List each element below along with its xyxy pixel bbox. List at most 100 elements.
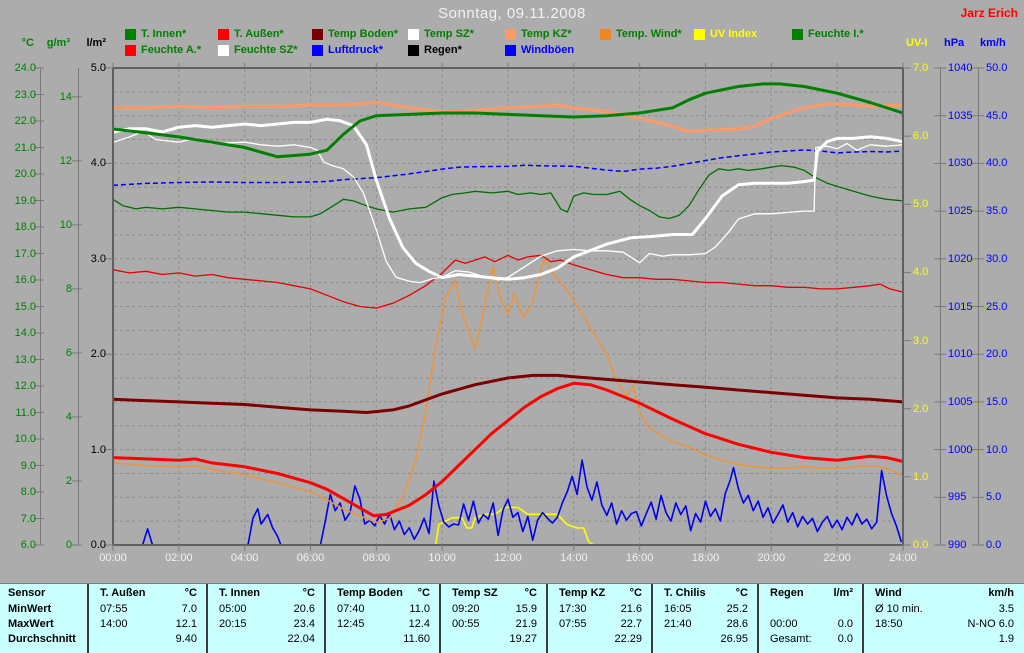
table-min-value: 25.2 [726,603,748,615]
tick-label-g: 14 [59,90,72,103]
table-col-unit: °C [184,587,197,599]
tick-label-kmh: 35.0 [986,205,1008,218]
tick-label-g: 2 [65,474,72,487]
tick-label-hpa: 995 [948,491,967,504]
tick-label-l: 1.0 [90,443,106,456]
tick-label-hpa: 1020 [948,252,973,265]
series-feuchte-a [112,254,904,309]
series-t-au-en [112,381,904,518]
series-t-innen [112,82,904,159]
table-max-value: 12.1 [175,618,197,630]
table-col-name: Temp Boden [337,587,403,599]
legend-item-label: Windböen [521,44,575,56]
tick-label-hpa: 1000 [948,443,973,456]
table-min-value: 3.5 [998,603,1014,615]
table-separator [862,584,864,653]
table-min-value: 7.0 [181,603,197,615]
x-tick-label: 18:00 [691,552,720,564]
table-col-name: T. Außen [100,587,146,599]
table-max-time: 18:50 [875,618,903,630]
stats-table: Sensor MinWert MaxWert Durchschnitt T. Außen… [0,583,1024,653]
table-avg-value: 26.95 [720,633,748,645]
table-min-time: 07:40 [337,603,365,615]
tick-label-g: 4 [65,410,72,423]
tick-label-kmh: 50.0 [986,62,1008,74]
table-avg-value: 22.29 [614,633,642,645]
tick-label-uv: 7.0 [913,62,929,74]
tick-label-c: 10.0 [14,433,36,445]
table-col-unit: °C [524,587,537,599]
tick-label-g: 6 [65,346,72,359]
tick-label-g: 10 [59,218,72,231]
table-max-time: 12:45 [337,618,365,630]
table-col-unit: °C [629,587,642,599]
table-col-unit: l/m² [833,587,853,599]
page-title: Sonntag, 09.11.2008 [438,5,586,22]
tick-label-hpa: 990 [948,539,967,551]
tick-label-c: 14.0 [14,327,36,339]
table-avg-value: 11.60 [403,633,430,645]
tick-label-hpa: 1025 [948,205,973,218]
x-tick-label: 16:00 [625,552,654,564]
table-col-name: T. Chilis [664,587,706,599]
tick-label-kmh: 5.0 [986,491,1002,504]
table-max-value: 22.7 [620,618,642,630]
tick-label-c: 11.0 [15,406,36,419]
legend-swatch-icon [125,29,136,40]
tick-label-c: 24.0 [14,62,36,74]
tick-label-uv: 5.0 [913,198,929,211]
tick-label-c: 12.0 [14,380,36,392]
legend-item-label: Temp KZ* [521,28,572,40]
table-max-time: 00:55 [452,618,480,630]
legend-item-label: Feuchte I.* [808,28,864,40]
table-max-value: 21.9 [515,618,537,630]
table-col-unit: °C [302,587,315,599]
table-max-value: N-NO 6.0 [967,618,1014,630]
table-col-name: T. Innen [219,587,260,599]
tick-label-kmh: 30.0 [986,252,1008,265]
tick-label-c: 9.0 [20,459,36,472]
legend-item-label: Feuchte SZ* [234,44,298,56]
tick-label-l: 5.0 [90,62,106,74]
table-min-value: 20.6 [293,603,315,615]
series-temp-wind [112,258,904,524]
axis-unit-hpa: hPa [944,37,965,49]
tick-label-c: 15.0 [14,300,36,313]
table-separator [439,584,441,653]
tick-label-l: 2.0 [90,348,106,361]
legend-swatch-icon [312,45,323,56]
table-min-time: 17:30 [559,603,587,615]
table-col-unit: °C [417,587,430,599]
table-max-value: 28.6 [726,618,748,630]
tick-label-c: 22.0 [14,115,36,127]
tick-label-hpa: 1030 [948,157,973,170]
tick-label-uv: 0.0 [913,539,929,551]
table-min-value: 11.0 [409,603,430,615]
table-min-time: 05:00 [219,603,247,615]
x-tick-label: 04:00 [230,552,259,564]
tick-label-kmh: 15.0 [986,395,1008,408]
table-separator [87,584,89,653]
table-avg-value: 19.27 [509,633,537,645]
x-tick-label: 02:00 [165,552,193,564]
tick-label-c: 19.0 [14,194,36,207]
table-row-label: MaxWert [8,618,54,630]
table-min-time: 09:20 [452,603,480,615]
tick-label-kmh: 10.0 [986,443,1008,456]
legend-item-label: Regen* [424,44,462,56]
tick-label-hpa: 1005 [948,395,973,408]
tick-label-uv: 6.0 [913,130,929,143]
series-feuchte-sz [112,117,904,281]
x-tick-label: 24:00 [889,552,917,564]
watermark: Jarz Erich [960,6,1018,20]
table-separator [206,584,208,653]
legend-swatch-icon [218,45,229,56]
x-tick-label: 14:00 [560,552,588,564]
tick-label-c: 21.0 [14,141,36,154]
tick-label-kmh: 25.0 [986,300,1008,313]
table-row-label: MinWert [8,603,52,615]
table-avg-value: 22.04 [287,633,315,645]
table-max-value: 12.4 [408,618,430,630]
legend-swatch-icon [792,29,803,40]
table-avg-value: 9.40 [175,633,197,645]
